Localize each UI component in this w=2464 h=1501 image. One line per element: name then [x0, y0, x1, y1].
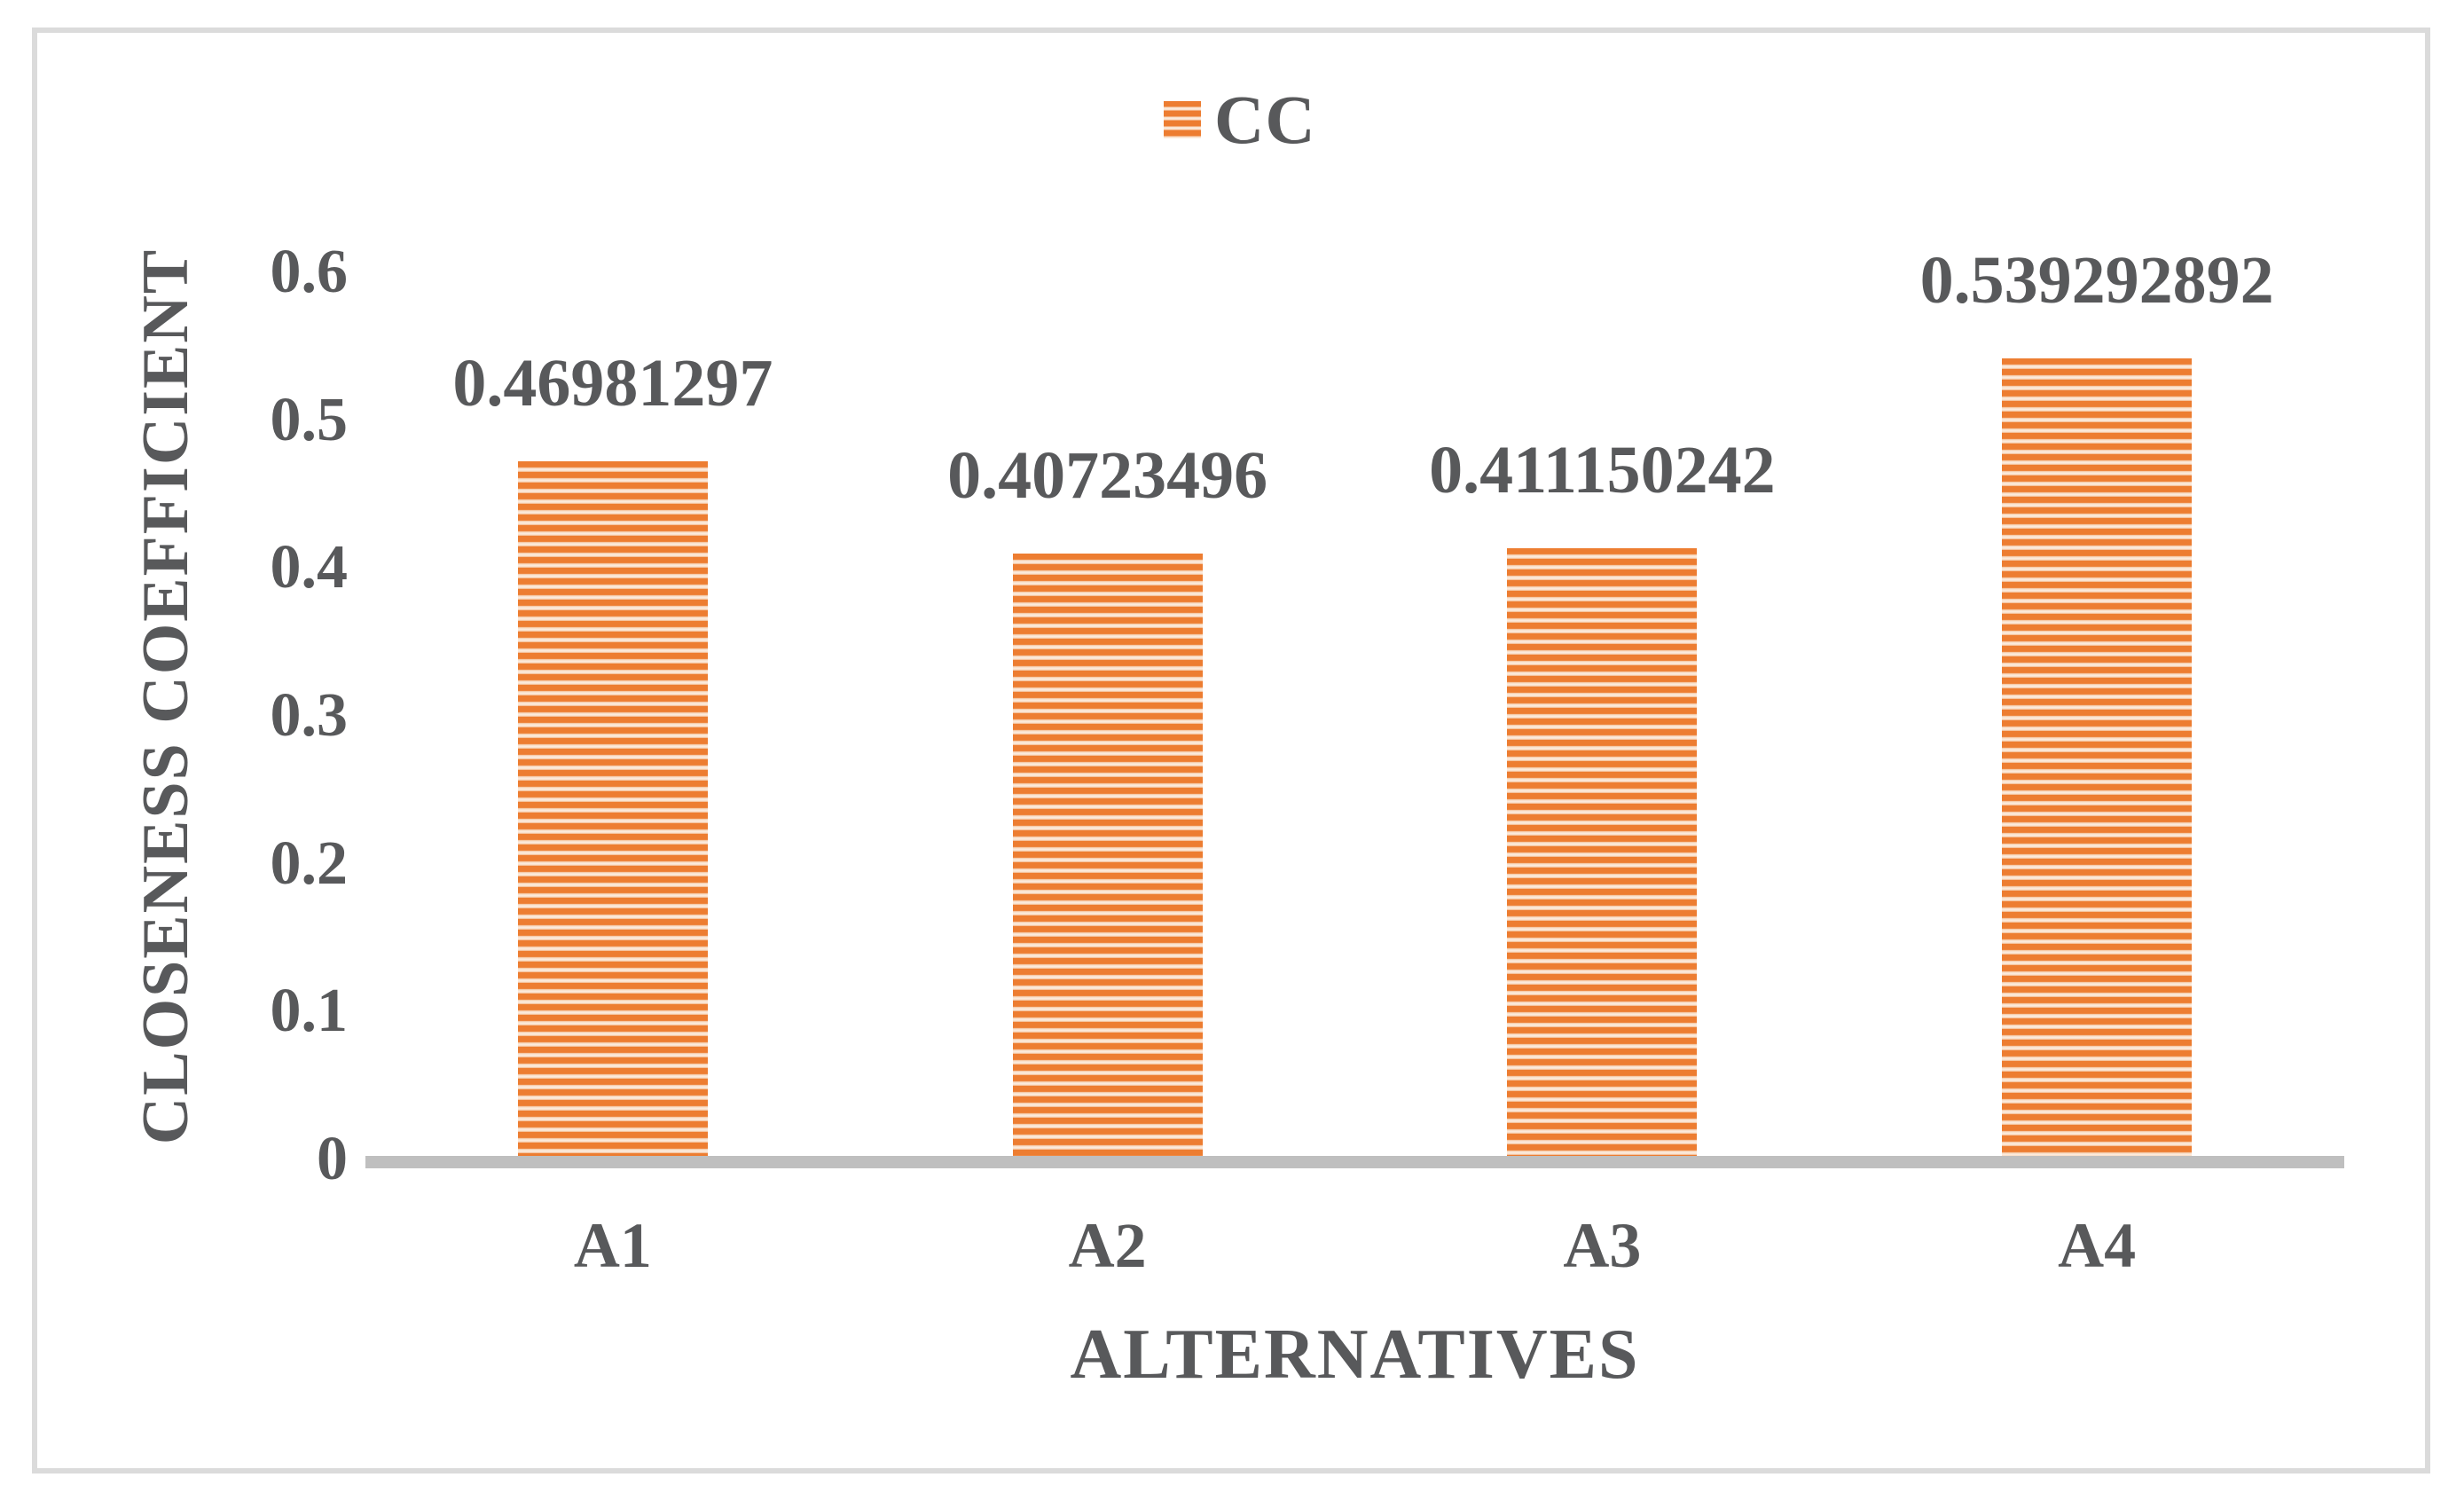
y-tick-label-0: 0 [317, 1125, 348, 1193]
x-tick-label-A4: A4 [2058, 1210, 2137, 1281]
y-tick-label-0.3: 0.3 [270, 681, 349, 750]
y-tick-label-0.5: 0.5 [270, 385, 349, 454]
plot-area: 0.46981297 0.40723496 0.411150242 0.5392928… [365, 247, 2344, 1168]
y-tick-label-0.1: 0.1 [270, 977, 349, 1046]
bar-value-label-A2: 0.40723496 [947, 438, 1268, 514]
bar-A2 [1012, 554, 1203, 1156]
x-tick-label-A3: A3 [1563, 1210, 1642, 1281]
bar-A3 [1507, 547, 1698, 1156]
bar-A4 [2002, 358, 2193, 1156]
legend: CC [1164, 85, 1316, 154]
bar-value-label-A1: 0.46981297 [452, 345, 773, 420]
x-tick-label-A2: A2 [1068, 1210, 1147, 1281]
x-axis-title: ALTERNATIVES [1070, 1316, 1640, 1394]
bar-value-label-A4: 0.539292892 [1919, 243, 2274, 318]
chart-border [32, 28, 2430, 1473]
x-axis-line [365, 1156, 2344, 1168]
bar-value-label-A3: 0.411150242 [1429, 432, 1776, 507]
legend-label: CC [1214, 81, 1316, 158]
y-tick-label-0.2: 0.2 [270, 829, 349, 898]
legend-swatch-icon [1164, 101, 1201, 138]
bar-A1 [517, 460, 708, 1156]
y-tick-label-0.4: 0.4 [270, 533, 349, 602]
y-tick-label-0.6: 0.6 [270, 238, 349, 306]
x-tick-label-A1: A1 [573, 1210, 652, 1281]
